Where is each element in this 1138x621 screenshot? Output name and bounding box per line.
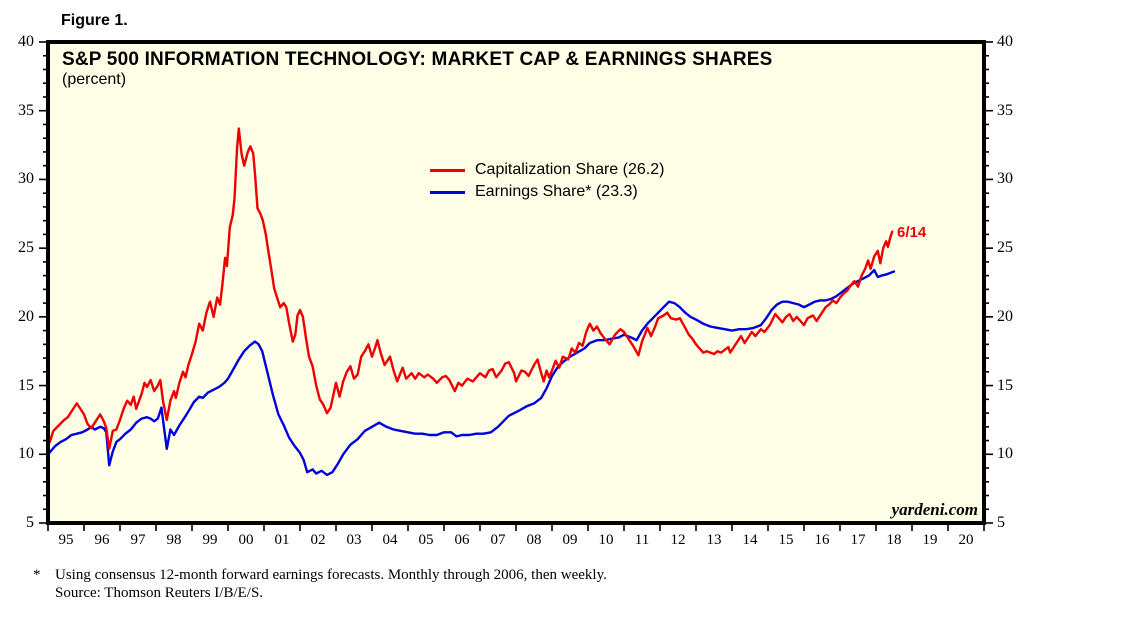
y-tick-label-left: 30	[18, 170, 34, 188]
x-tick-label: 16	[814, 532, 830, 548]
figure-label: Figure 1.	[61, 12, 128, 29]
x-tick-label: 14	[742, 532, 758, 548]
capitalization-line-swatch	[430, 168, 465, 172]
x-tick-label: 08	[526, 532, 542, 548]
chart-subtitle: (percent)	[62, 71, 127, 88]
x-tick-label: 20	[958, 532, 974, 548]
y-tick-label-right: 30	[997, 170, 1013, 188]
footnote-asterisk: *	[33, 567, 41, 583]
x-tick-label: 15	[778, 532, 794, 548]
x-tick-label: 02	[310, 532, 326, 548]
footnote: * Using consensus 12-month forward earni…	[33, 566, 607, 602]
y-tick-label-right: 40	[997, 33, 1013, 50]
plot-background	[48, 42, 984, 523]
y-tick-label-left: 15	[18, 376, 34, 394]
x-tick-label: 00	[238, 532, 254, 548]
x-tick-label: 96	[94, 532, 110, 548]
chart-title: S&P 500 INFORMATION TECHNOLOGY: MARKET C…	[62, 49, 773, 70]
x-tick-label: 19	[922, 532, 938, 548]
x-tick-label: 97	[130, 532, 146, 548]
x-tick-label: 18	[886, 532, 902, 548]
y-tick-label-right: 20	[997, 307, 1013, 325]
legend-label-capitalization: Capitalization Share (26.2)	[475, 161, 665, 178]
plot-area-fill	[48, 42, 984, 523]
x-tick-label: 04	[382, 532, 398, 548]
x-tick-label: 99	[202, 532, 218, 548]
x-tick-label: 05	[418, 532, 434, 548]
x-tick-label: 07	[490, 532, 506, 548]
x-tick-label: 12	[670, 532, 686, 548]
series-line-earnings	[46, 268, 896, 477]
x-tick-label: 98	[166, 532, 182, 548]
x-tick-label: 03	[346, 532, 362, 548]
x-tick-label: 10	[598, 532, 614, 548]
y-tick-label-right: 15	[997, 376, 1013, 394]
footnote-line-1: Using consensus 12-month forward earning…	[55, 567, 607, 583]
series-lines	[46, 127, 896, 477]
y-tick-label-left: 40	[18, 33, 34, 50]
x-tick-label: 01	[274, 532, 290, 548]
y-tick-label-left: 20	[18, 307, 34, 325]
watermark: yardeni.com	[891, 500, 978, 519]
y-tick-label-right: 5	[997, 514, 1005, 531]
series-line-capitalization	[46, 127, 894, 450]
x-tick-label: 17	[850, 532, 866, 548]
y-tick-label-right: 35	[997, 101, 1013, 119]
y-tick-label-left: 25	[18, 239, 34, 257]
y-tick-label-left: 10	[18, 445, 34, 463]
y-tick-label-right: 25	[997, 239, 1013, 257]
x-tick-label: 95	[58, 532, 74, 548]
x-tick-label: 09	[562, 532, 578, 548]
plot-frame	[46, 40, 986, 525]
earnings-line-swatch	[430, 190, 465, 194]
y-tick-label-left: 5	[26, 514, 34, 531]
x-tick-label: 11	[634, 532, 650, 548]
legend-item-earnings: Earnings Share* (23.3)	[430, 181, 664, 203]
legend: Capitalization Share (26.2) Earnings Sha…	[430, 159, 664, 203]
y-tick-label-left: 35	[18, 101, 34, 119]
x-tick-label: 13	[706, 532, 722, 548]
legend-item-capitalization: Capitalization Share (26.2)	[430, 159, 664, 181]
y-tick-label-right: 10	[997, 445, 1013, 463]
legend-label-earnings: Earnings Share* (23.3)	[475, 183, 638, 200]
latest-date-annotation: 6/14	[897, 224, 927, 241]
x-tick-label: 06	[454, 532, 470, 548]
footnote-line-2: Source: Thomson Reuters I/B/E/S.	[55, 585, 264, 601]
plot-border	[46, 40, 986, 525]
